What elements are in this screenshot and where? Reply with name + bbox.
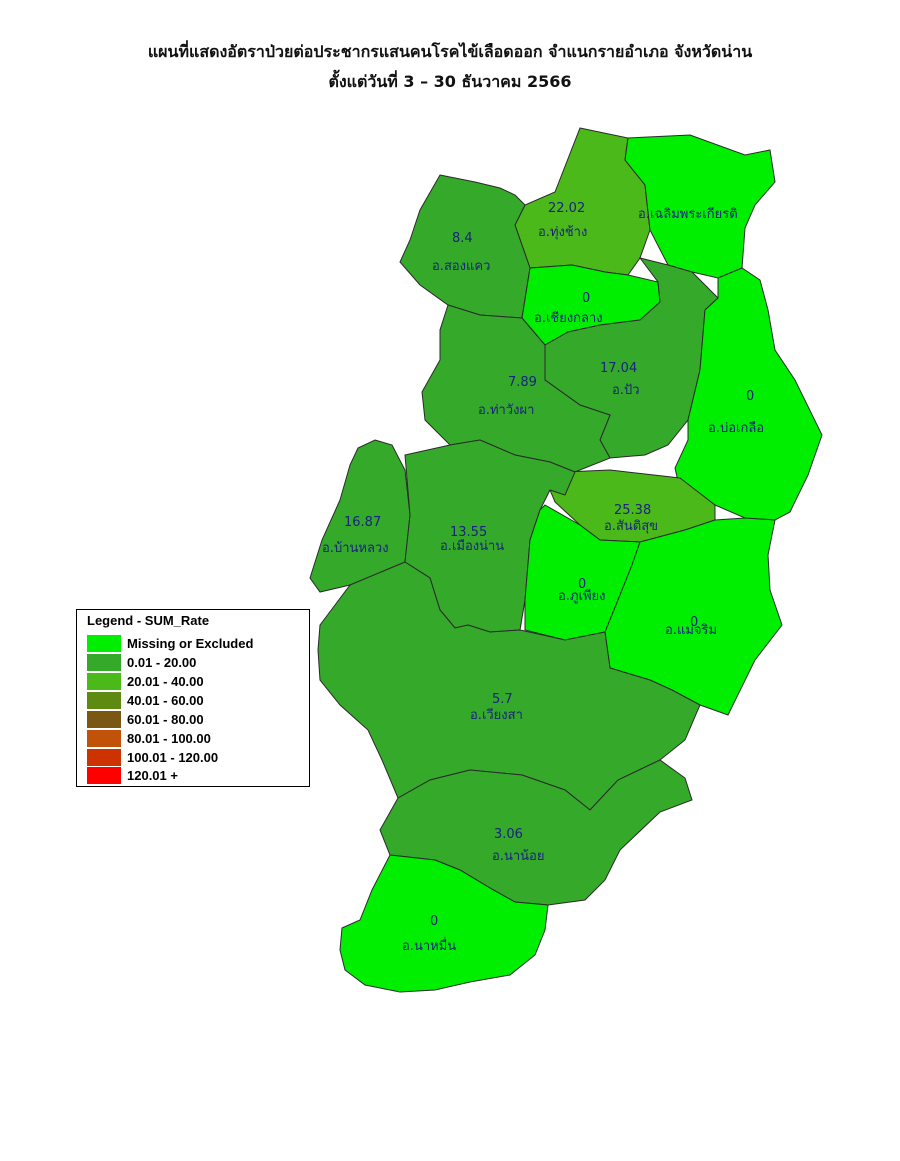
- map-title: แผนที่แสดงอัตราป่วยต่อประชากรแสนคนโรคไข้…: [147, 42, 753, 61]
- rate-label: 0: [430, 914, 438, 929]
- district-label: อ.บ่อเกลือ: [708, 420, 764, 436]
- rate-label: 25.38: [614, 503, 651, 518]
- legend-label: 120.01 +: [127, 767, 178, 783]
- rate-label: 0: [746, 389, 754, 404]
- district-mueang-nan[interactable]: 13.55 อ.เมืองน่าน: [404, 439, 576, 633]
- legend-swatch: [87, 653, 121, 671]
- district-label: อ.นาน้อย: [492, 849, 544, 864]
- legend-swatch: [87, 691, 121, 709]
- district-label: อ.เวียงสา: [470, 707, 523, 723]
- legend-swatch: [87, 672, 121, 690]
- legend-label: 80.01 - 100.00: [127, 730, 211, 746]
- rate-label: 8.4: [452, 231, 473, 246]
- district-tha-wang-pha[interactable]: 7.89 อ.ท่าวังผา: [421, 304, 611, 473]
- district-label: อ.ทุ่งช้าง: [538, 225, 587, 240]
- district-mae-charim[interactable]: 0 อ.แม่จริม: [604, 517, 783, 716]
- district-chaloem[interactable]: อ.เฉลิมพระเกียรติ: [624, 134, 776, 279]
- district-label: อ.ภูเพียง: [558, 588, 606, 604]
- legend-label: Missing or Excluded: [127, 635, 254, 651]
- district-song-khwae[interactable]: 8.4 อ.สองแคว: [399, 174, 531, 319]
- district-label: อ.เมืองน่าน: [440, 538, 504, 554]
- legend-item: 100.01 - 120.00: [87, 748, 218, 766]
- legend-label: 0.01 - 20.00: [127, 654, 197, 670]
- legend-label: 20.01 - 40.00: [127, 673, 204, 689]
- district-label: อ.แม่จริม: [665, 623, 717, 638]
- district-ban-luang[interactable]: 16.87 อ.บ้านหลวง: [309, 439, 411, 593]
- legend-swatch: [87, 634, 121, 652]
- rate-label: 7.89: [508, 375, 537, 390]
- district-label: อ.บ้านหลวง: [322, 541, 389, 556]
- legend-label: 40.01 - 60.00: [127, 692, 204, 708]
- legend-item: Missing or Excluded: [87, 634, 253, 652]
- district-label: อ.ท่าวังผา: [478, 403, 534, 418]
- legend-label: 100.01 - 120.00: [127, 749, 219, 765]
- legend-swatch: [87, 710, 121, 728]
- map-subtitle: ตั้งแต่วันที่ 3 – 30 ธันวาคม 2566: [328, 72, 572, 91]
- district-na-muen[interactable]: 0 อ.นาหมื่น: [339, 854, 549, 993]
- legend-item: 0.01 - 20.00: [87, 653, 196, 671]
- rate-label: 5.7: [492, 692, 513, 707]
- rate-label: 22.02: [548, 201, 585, 216]
- map-legend: Legend - SUM_Rate Missing or Excluded 0.…: [76, 609, 310, 787]
- district-label: อ.สันติสุข: [604, 519, 658, 534]
- rate-label: 17.04: [600, 361, 637, 376]
- district-wiang-sa[interactable]: 5.7 อ.เวียงสา: [317, 561, 701, 811]
- district-label: อ.เชียงกลาง: [534, 310, 603, 326]
- district-label: อ.สองแคว: [432, 259, 490, 274]
- rate-label: 0: [582, 291, 590, 306]
- rate-label: 0: [690, 615, 698, 630]
- legend-item: 120.01 +: [87, 766, 178, 784]
- legend-item: 60.01 - 80.00: [87, 710, 204, 728]
- legend-item: 20.01 - 40.00: [87, 672, 204, 690]
- legend-swatch: [87, 748, 121, 766]
- legend-swatch: [87, 729, 121, 747]
- district-label: อ.เฉลิมพระเกียรติ: [638, 206, 738, 222]
- district-label: อ.ปัว: [612, 383, 640, 398]
- district-label: อ.นาหมื่น: [402, 937, 456, 954]
- district-santi-suk[interactable]: 25.38 อ.สันติสุข: [549, 469, 716, 543]
- legend-item: 40.01 - 60.00: [87, 691, 204, 709]
- legend-title: Legend - SUM_Rate: [87, 613, 210, 628]
- legend-label: 60.01 - 80.00: [127, 711, 204, 727]
- legend-swatch: [87, 766, 121, 784]
- rate-label: 16.87: [344, 515, 381, 530]
- rate-label: 0: [578, 577, 586, 592]
- rate-label: 3.06: [494, 827, 523, 842]
- rate-label: 13.55: [450, 525, 487, 540]
- legend-item: 80.01 - 100.00: [87, 729, 211, 747]
